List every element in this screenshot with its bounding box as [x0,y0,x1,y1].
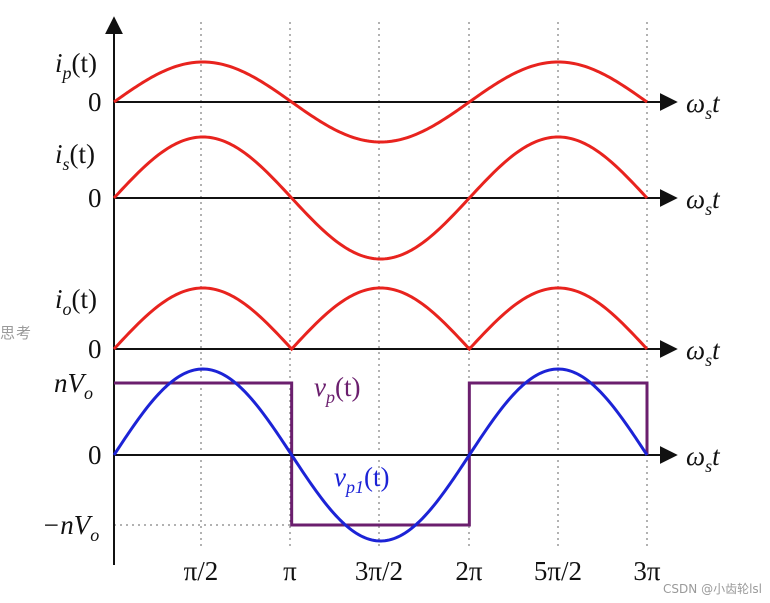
label-is: is(t) [55,139,95,174]
omega-label-io: ωst [686,335,721,370]
label-nvo-neg: −nVo [42,510,99,545]
label-vp: vp(t) [314,372,360,407]
omega-label-ip: ωst [686,88,721,123]
label-vp1: vp1(t) [334,462,389,497]
zero-vp: 0 [88,440,102,470]
label-io: io(t) [55,284,97,319]
zero-ip: 0 [88,87,102,117]
guide-lines [200,22,648,548]
tick-pi-2: π/2 [184,556,219,586]
vp1-fundamental-waveform [112,367,649,543]
watermark-right: CSDN @小齿轮lsl [663,582,762,596]
label-ip: ip(t) [55,48,97,83]
omega-label-vp: ωst [686,441,721,476]
io-waveform [112,286,649,352]
tick-3pi-2: 3π/2 [355,556,403,586]
omega-label-is: ωst [686,184,721,219]
tick-2pi: 2π [455,556,483,586]
label-nvo-pos: nVo [54,368,93,403]
zero-is: 0 [88,183,102,213]
is-waveform [112,135,649,261]
zero-io: 0 [88,334,102,364]
tick-5pi-2: 5π/2 [534,556,582,586]
vp-square-waveform [114,381,649,527]
tick-pi: π [283,556,297,586]
ip-waveform [113,60,648,144]
tick-3pi: 3π [633,556,661,586]
watermark-left: 思考 [0,324,33,342]
